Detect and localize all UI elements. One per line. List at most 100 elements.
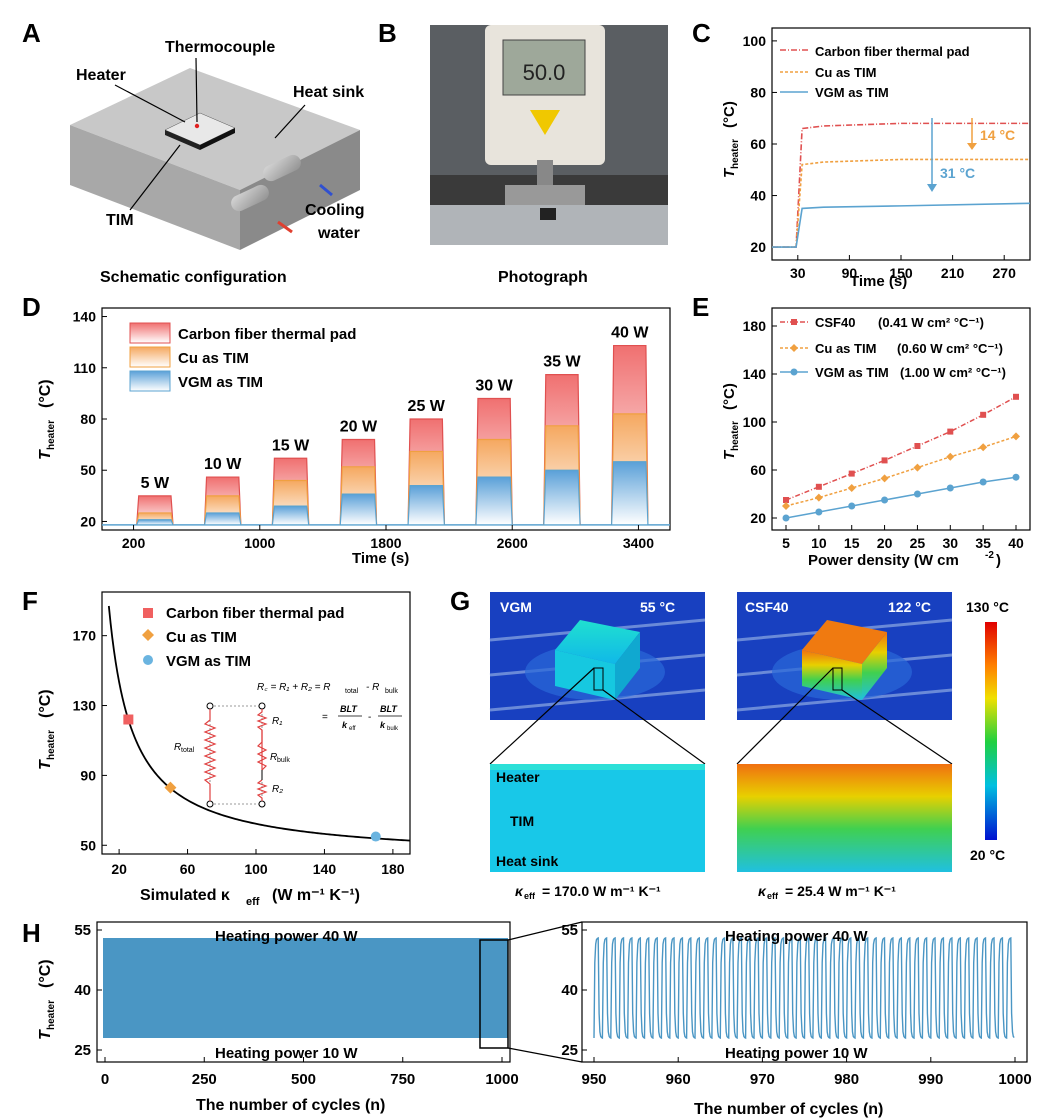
panel-g-simulation: VGM 55 °C CSF40 122 °C Heater TIM Heat s…	[489, 592, 1009, 901]
ylabel-e: T	[721, 449, 738, 460]
xlabel-h-left: The number of cycles (n)	[196, 1097, 385, 1114]
ytick-label-e: 60	[750, 462, 766, 478]
frac2-num: BLT	[380, 704, 398, 714]
svg-text:eff: eff	[524, 891, 536, 901]
ylabel-c-unit: (°C)	[721, 101, 738, 128]
xtick-label-e: 20	[877, 535, 893, 551]
series-line-e-0	[785, 396, 1017, 501]
ytick-label-d: 50	[80, 462, 96, 478]
xtick-label-h-left: 750	[390, 1071, 415, 1088]
step-2-7	[611, 461, 649, 526]
xtick-label-f: 60	[180, 861, 196, 877]
marker-csf40	[881, 457, 888, 464]
marker-vgm	[815, 508, 823, 516]
ytick-label-c: 80	[750, 84, 766, 100]
ytick-label-d: 80	[80, 411, 96, 427]
rtotal-sub: total	[181, 747, 195, 754]
step-2-5	[475, 476, 513, 526]
label-heat-sink: Heat sink	[293, 84, 364, 101]
xtick-label-c: 150	[889, 265, 913, 281]
xtick-label-c: 270	[993, 265, 1017, 281]
ylabel-c-sub: heater	[730, 139, 741, 169]
legend-cu-f: Cu as TIM	[166, 629, 237, 646]
power-label: 15 W	[272, 437, 310, 454]
point-vgm	[370, 831, 381, 842]
power-label: 40 W	[611, 325, 649, 342]
legend-carbon-f: Carbon fiber thermal pad	[166, 605, 344, 622]
ylabel-e-sub: heater	[730, 421, 741, 451]
step-2-6	[543, 469, 581, 526]
photograph: 50.0 Photograph	[430, 25, 668, 286]
eq1-total: total	[345, 688, 359, 695]
xlabel-c: Time (s)	[850, 273, 907, 290]
xlabel-f-unit: (W m⁻¹ K⁻¹)	[272, 887, 360, 904]
marker-csf40	[947, 428, 954, 435]
ylabel-d-sub: heater	[46, 420, 57, 450]
frac2-den-sub: bulk	[387, 726, 399, 732]
annotation-31c: 31 °C	[940, 165, 975, 181]
xtick-label-c: 90	[842, 265, 858, 281]
rbulk-label: R	[270, 752, 277, 763]
legend-cu-c: Cu as TIM	[815, 65, 876, 80]
eq1-minus: - R	[366, 682, 379, 693]
xtick-label-h-left: 500	[291, 1071, 316, 1088]
resistor-diagram	[203, 702, 268, 808]
cycle-wave	[593, 936, 1015, 1040]
xlabel-h-right: The number of cycles (n)	[694, 1101, 883, 1118]
keff-vgm: = 170.0 W m⁻¹ K⁻¹	[542, 883, 661, 899]
frac1-num: BLT	[340, 704, 358, 714]
color-scale-bar	[985, 622, 997, 840]
legend-swatch-cu-d	[129, 346, 171, 368]
xlabel-f: Simulated κ	[140, 887, 230, 904]
marker-vgm	[782, 514, 790, 522]
rtotal-label: R	[174, 742, 181, 753]
xtick-label-f: 100	[244, 861, 268, 877]
marker-vgm	[979, 478, 987, 486]
marker-csf40	[1013, 393, 1019, 400]
marker-cu	[814, 493, 823, 502]
xtick-label-h-right: 970	[750, 1071, 775, 1088]
marker-vgm	[913, 490, 921, 498]
ytick-label-d: 110	[73, 360, 96, 376]
keff-csf: = 25.4 W m⁻¹ K⁻¹	[785, 883, 896, 899]
power-label: 35 W	[543, 354, 581, 371]
svg-text:κ: κ	[515, 883, 524, 899]
marker-csf40	[815, 483, 822, 490]
marker-vgm	[1012, 473, 1020, 481]
ytick-label-h-right: 40	[561, 982, 578, 999]
svg-text:-: -	[368, 712, 371, 723]
heating-40w-right: Heating power 40 W	[725, 928, 868, 945]
ytick-label-c: 100	[743, 33, 767, 49]
xtick-label-e: 40	[1008, 535, 1024, 551]
legend-swatch-vgm-d	[129, 370, 171, 392]
panel-letter-b: B	[378, 18, 397, 48]
ytick-label-c: 60	[750, 136, 766, 152]
xtick-label-d: 200	[122, 535, 146, 551]
ylabel-d: T	[37, 449, 54, 460]
panel-letter-e: E	[692, 292, 709, 322]
ytick-label-f: 90	[80, 767, 96, 783]
ytick-label-d: 20	[80, 513, 96, 529]
xtick-label-h-right: 960	[666, 1071, 691, 1088]
frac1-den: k	[342, 720, 348, 730]
marker-cu	[880, 474, 889, 483]
legend-swatch-carbon-d	[129, 322, 171, 344]
power-label: 25 W	[408, 398, 446, 415]
step-2-4	[407, 485, 446, 526]
ylabel-d-unit: (°C)	[37, 379, 54, 408]
rbulk-sub: bulk	[277, 757, 290, 764]
panel-e-chart: 5 10 15 20 25 30 35 40 20 60 100 140 180 CSF40 (0.41…	[721, 307, 1031, 569]
xtick-label-h-right: 980	[834, 1071, 859, 1088]
marker-vgm	[881, 496, 889, 504]
equation-line1: R꜀ = R₁ + R₂ = R	[257, 682, 331, 693]
label-heatsink-g: Heat sink	[496, 853, 558, 869]
marker-cu	[913, 463, 922, 472]
ytick-label-f: 130	[73, 698, 97, 714]
ylabel-e-unit: (°C)	[721, 383, 738, 410]
legend-vgm-f: VGM as TIM	[166, 653, 251, 670]
panel-letter-d: D	[22, 292, 41, 322]
ytick-label-e: 140	[743, 366, 767, 382]
xlabel-d: Time (s)	[352, 550, 409, 567]
marker-cu	[782, 502, 790, 510]
ytick-label-f: 170	[73, 628, 97, 644]
